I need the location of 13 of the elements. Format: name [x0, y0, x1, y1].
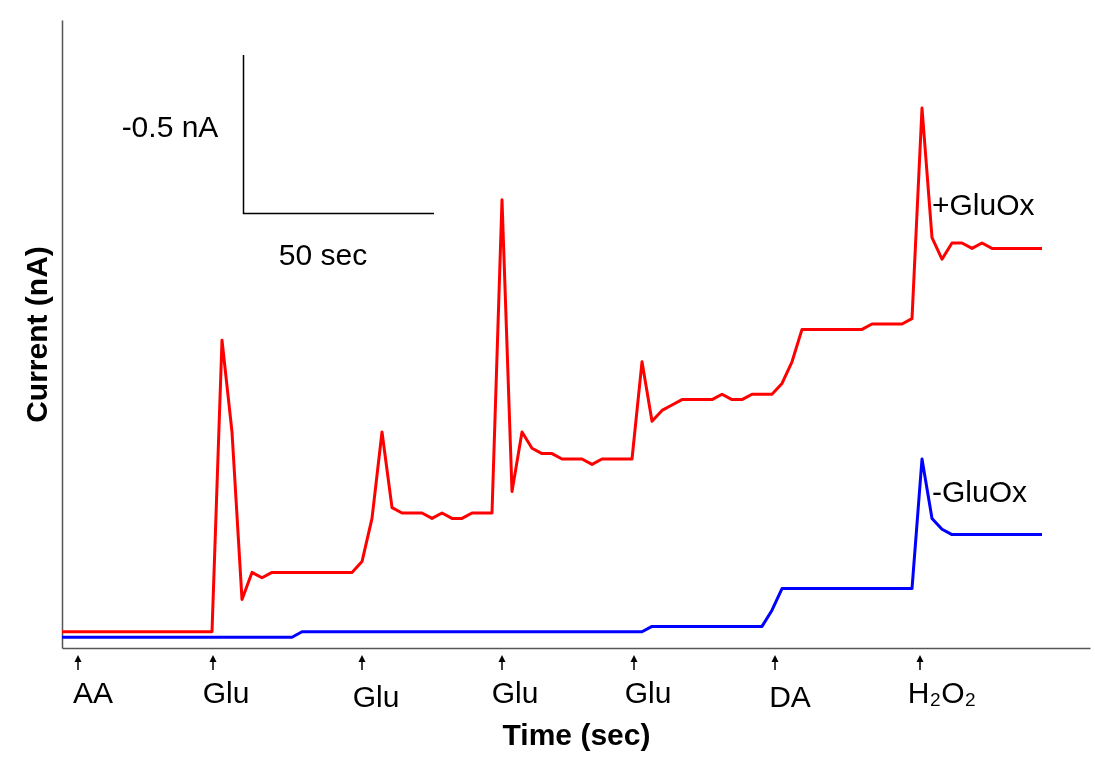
y-axis-title: Current (nA)	[19, 246, 53, 423]
text: Glu	[352, 680, 400, 714]
text: AA	[72, 676, 114, 710]
series-label: +GluOx	[932, 188, 1035, 222]
series-label: -GluOx	[932, 474, 1028, 508]
text: Glu	[491, 676, 539, 710]
text: DA	[769, 680, 811, 714]
text: H₂O₂	[907, 676, 977, 710]
text: Glu	[624, 676, 672, 710]
text: Glu	[202, 676, 250, 710]
annotation: 50 sec	[278, 238, 368, 272]
annotation: -0.5 nA	[121, 110, 219, 144]
x-axis-title: Time (sec)	[502, 717, 651, 751]
